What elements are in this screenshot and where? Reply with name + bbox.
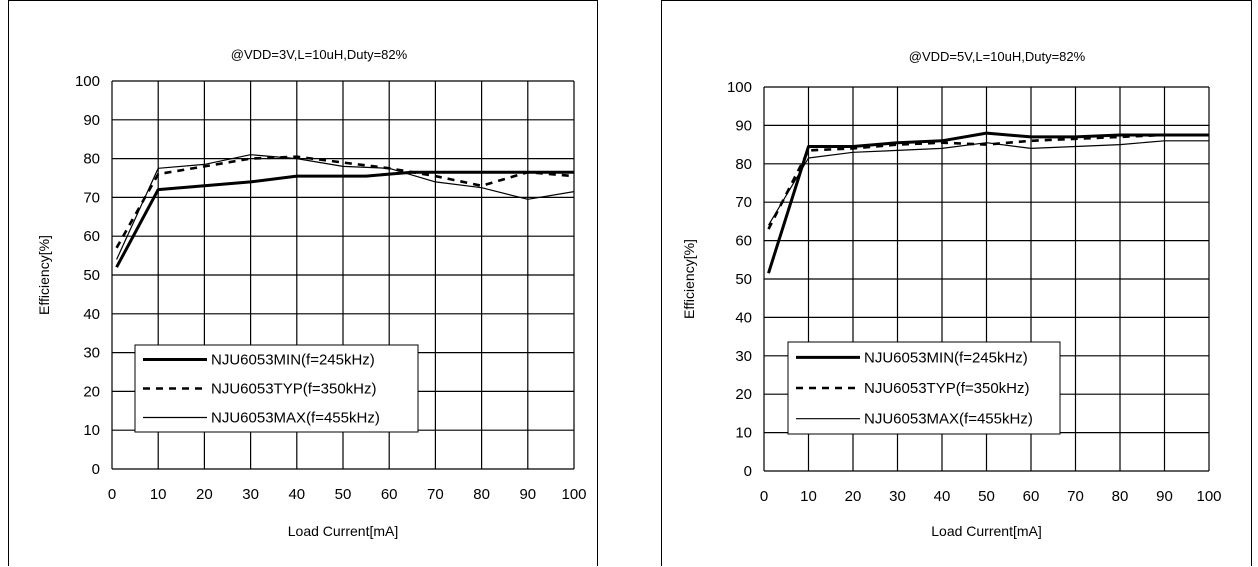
y-axis-label: Efficiency[%] — [36, 235, 52, 315]
x-tick-label: 100 — [561, 486, 586, 503]
y-tick-label: 100 — [727, 79, 752, 96]
y-tick-label: 60 — [735, 233, 752, 250]
legend-label: NJU6053MAX(f=455kHz) — [211, 410, 380, 427]
series-line-thin — [116, 154, 575, 260]
y-tick-label: 10 — [735, 425, 752, 442]
y-tick-label: 0 — [744, 463, 752, 480]
legend-label: NJU6053TYP(f=350kHz) — [864, 380, 1029, 397]
y-axis-label: Efficiency[%] — [681, 239, 697, 319]
x-tick-label: 10 — [800, 488, 817, 505]
x-tick-label: 80 — [473, 486, 490, 503]
x-tick-label: 70 — [427, 486, 444, 503]
y-tick-label: 80 — [83, 151, 100, 168]
y-tick-label: 0 — [92, 461, 100, 478]
x-tick-label: 90 — [519, 486, 536, 503]
series-line-dashed — [115, 155, 575, 249]
x-tick-label: 0 — [108, 486, 116, 503]
legend: NJU6053MIN(f=245kHz) NJU6053TYP(f=350kHz)… — [787, 341, 1061, 435]
x-tick-label: 30 — [242, 486, 259, 503]
x-tick-label: 40 — [934, 488, 951, 505]
chart-title: @VDD=5V,L=10uH,Duty=82% — [909, 49, 1086, 64]
y-tick-label: 60 — [83, 228, 100, 245]
series-line-thin — [767, 140, 1209, 226]
x-tick-label: 20 — [196, 486, 213, 503]
y-tick-label: 20 — [83, 383, 100, 400]
x-tick-label: 60 — [1023, 488, 1040, 505]
y-tick-label: 80 — [735, 156, 752, 173]
x-tick-label: 80 — [1112, 488, 1129, 505]
y-tick-label: 50 — [83, 267, 100, 284]
series-line-dashed — [767, 133, 1209, 230]
y-tick-label: 70 — [735, 194, 752, 211]
y-tick-label: 70 — [83, 189, 100, 206]
x-tick-label: 70 — [1067, 488, 1084, 505]
efficiency-chart-3v: @VDD=3V,L=10uH,Duty=82% 0 10 20 30 40 50 60 70 80… — [8, 0, 598, 566]
x-tick-label: 100 — [1196, 488, 1221, 505]
legend: NJU6053MIN(f=245kHz) NJU6053TYP(f=350kHz)… — [134, 344, 419, 433]
x-tick-label: 60 — [381, 486, 398, 503]
series-line-thick — [115, 170, 574, 268]
x-tick-label: 50 — [335, 486, 352, 503]
x-axis-label: Load Current[mA] — [288, 523, 399, 539]
legend-label: NJU6053MIN(f=245kHz) — [864, 349, 1028, 366]
y-tick-label: 50 — [735, 271, 752, 288]
y-tick-label: 40 — [83, 306, 100, 323]
chart-svg-3v: @VDD=3V,L=10uH,Duty=82% 0 10 20 30 40 50 60 70 80… — [36, 47, 587, 539]
x-tick-label: 20 — [845, 488, 862, 505]
y-tick-label: 20 — [735, 386, 752, 403]
x-tick-label: 10 — [150, 486, 167, 503]
y-tick-label: 10 — [83, 422, 100, 439]
x-tick-label: 0 — [760, 488, 768, 505]
legend-label: NJU6053TYP(f=350kHz) — [211, 381, 376, 398]
y-tick-label: 100 — [75, 73, 100, 90]
y-tick-label: 40 — [735, 309, 752, 326]
x-tick-label: 40 — [288, 486, 305, 503]
chart-title: @VDD=3V,L=10uH,Duty=82% — [231, 47, 408, 62]
y-tick-label: 30 — [735, 348, 752, 365]
efficiency-chart-5v: @VDD=5V,L=10uH,Duty=82% 0 10 20 30 40 50 60 70 80… — [661, 0, 1252, 566]
chart-svg-5v: @VDD=5V,L=10uH,Duty=82% 0 10 20 30 40 50 60 70 80… — [681, 49, 1222, 539]
y-tick-label: 90 — [735, 117, 752, 134]
legend-label: NJU6053MIN(f=245kHz) — [211, 352, 375, 369]
y-tick-label: 30 — [83, 345, 100, 362]
x-tick-label: 90 — [1156, 488, 1173, 505]
legend-label: NJU6053MAX(f=455kHz) — [864, 411, 1033, 428]
y-tick-label: 90 — [83, 112, 100, 129]
x-tick-label: 30 — [889, 488, 906, 505]
x-axis-label: Load Current[mA] — [931, 523, 1042, 539]
series-line-thick — [767, 131, 1209, 274]
x-tick-label: 50 — [978, 488, 995, 505]
